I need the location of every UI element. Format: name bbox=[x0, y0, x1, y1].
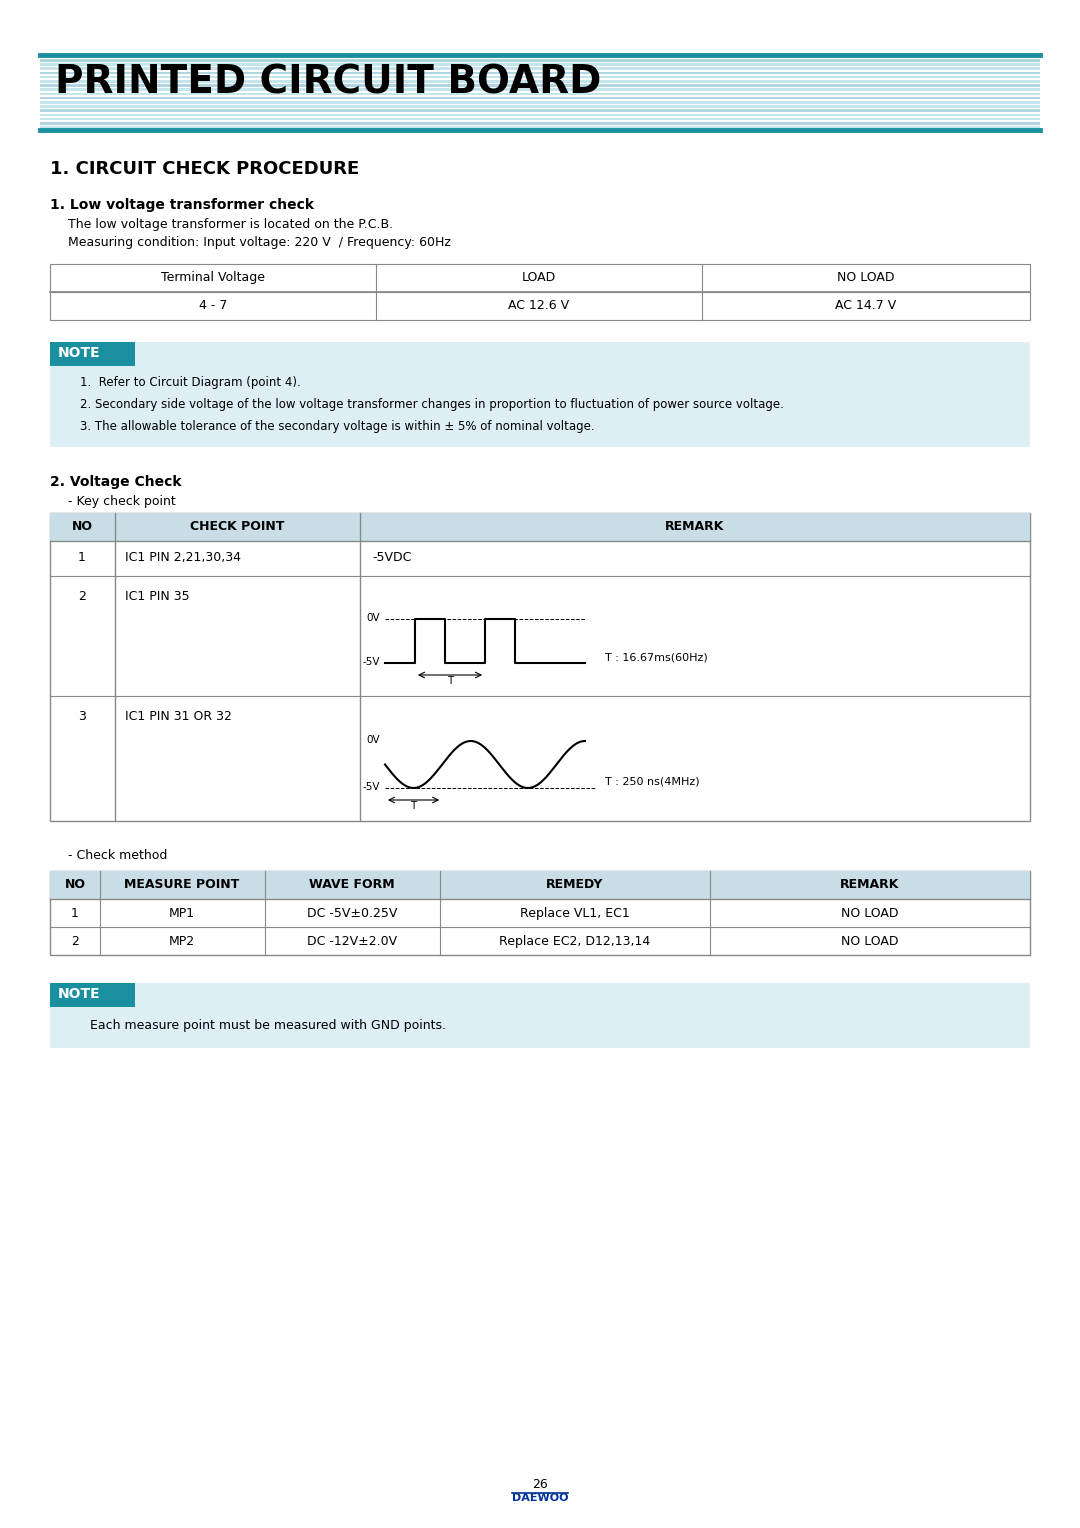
Text: NO LOAD: NO LOAD bbox=[841, 935, 899, 947]
Bar bbox=[50, 342, 1030, 448]
Bar bbox=[50, 513, 1030, 541]
Bar bbox=[50, 983, 1030, 1048]
Text: 1: 1 bbox=[71, 908, 79, 920]
Text: NO LOAD: NO LOAD bbox=[837, 270, 894, 284]
Text: WAVE FORM: WAVE FORM bbox=[309, 879, 395, 891]
Bar bbox=[40, 93, 1040, 95]
Text: 1. CIRCUIT CHECK PROCEDURE: 1. CIRCUIT CHECK PROCEDURE bbox=[50, 160, 360, 177]
Text: DAEWOO: DAEWOO bbox=[512, 1493, 568, 1504]
Bar bbox=[50, 871, 1030, 955]
Text: CHECK POINT: CHECK POINT bbox=[190, 520, 284, 533]
Text: Replace EC2, D12,13,14: Replace EC2, D12,13,14 bbox=[499, 935, 650, 947]
Text: NO: NO bbox=[65, 879, 85, 891]
Bar bbox=[40, 84, 1040, 87]
Text: 2: 2 bbox=[78, 590, 86, 604]
Text: -5VDC: -5VDC bbox=[372, 552, 411, 564]
Bar bbox=[40, 101, 1040, 104]
Bar bbox=[40, 96, 1040, 99]
Text: NO LOAD: NO LOAD bbox=[841, 908, 899, 920]
Text: IC1 PIN 2,21,30,34: IC1 PIN 2,21,30,34 bbox=[125, 552, 241, 564]
Bar bbox=[50, 983, 135, 1007]
Bar bbox=[50, 342, 135, 367]
Text: -5V: -5V bbox=[363, 657, 380, 668]
Bar bbox=[50, 292, 1030, 319]
Bar bbox=[40, 60, 1040, 61]
Bar bbox=[40, 127, 1040, 128]
Text: Replace VL1, EC1: Replace VL1, EC1 bbox=[521, 908, 630, 920]
Text: PRINTED CIRCUIT BOARD: PRINTED CIRCUIT BOARD bbox=[55, 63, 602, 101]
Bar bbox=[40, 113, 1040, 116]
Text: MEASURE POINT: MEASURE POINT bbox=[124, 879, 240, 891]
Text: Terminal Voltage: Terminal Voltage bbox=[161, 270, 265, 284]
Text: 2. Secondary side voltage of the low voltage transformer changes in proportion t: 2. Secondary side voltage of the low vol… bbox=[80, 397, 784, 411]
Text: REMARK: REMARK bbox=[840, 879, 900, 891]
Text: 3. The allowable tolerance of the secondary voltage is within ± 5% of nominal vo: 3. The allowable tolerance of the second… bbox=[80, 420, 595, 432]
Text: 1: 1 bbox=[78, 552, 86, 564]
Text: LOAD: LOAD bbox=[522, 270, 556, 284]
Text: - Key check point: - Key check point bbox=[68, 495, 176, 507]
Bar bbox=[40, 89, 1040, 90]
Bar bbox=[50, 513, 1030, 821]
Text: 2: 2 bbox=[71, 935, 79, 947]
Bar bbox=[50, 871, 1030, 898]
Text: T: T bbox=[447, 675, 454, 686]
Text: AC 12.6 V: AC 12.6 V bbox=[509, 299, 569, 312]
Text: AC 14.7 V: AC 14.7 V bbox=[835, 299, 896, 312]
Text: The low voltage transformer is located on the P.C.B.: The low voltage transformer is located o… bbox=[68, 219, 393, 231]
Text: T: T bbox=[410, 801, 417, 811]
Text: MP1: MP1 bbox=[168, 908, 195, 920]
Text: REMEDY: REMEDY bbox=[546, 879, 604, 891]
Text: T : 16.67ms(60Hz): T : 16.67ms(60Hz) bbox=[605, 652, 707, 662]
Text: 1. Low voltage transformer check: 1. Low voltage transformer check bbox=[50, 199, 314, 212]
Text: 0V: 0V bbox=[366, 735, 380, 746]
Bar bbox=[40, 118, 1040, 121]
Text: Each measure point must be measured with GND points.: Each measure point must be measured with… bbox=[90, 1019, 446, 1031]
Bar bbox=[40, 72, 1040, 73]
Bar bbox=[40, 76, 1040, 78]
Text: MP2: MP2 bbox=[168, 935, 195, 947]
Text: Measuring condition: Input voltage: 220 V  / Frequency: 60Hz: Measuring condition: Input voltage: 220 … bbox=[68, 235, 450, 249]
Text: NO: NO bbox=[71, 520, 93, 533]
Text: -5V: -5V bbox=[363, 782, 380, 792]
Text: DC -5V±0.25V: DC -5V±0.25V bbox=[307, 908, 397, 920]
Text: NOTE: NOTE bbox=[58, 345, 100, 361]
Bar bbox=[40, 110, 1040, 112]
Text: 1.  Refer to Circuit Diagram (point 4).: 1. Refer to Circuit Diagram (point 4). bbox=[80, 376, 300, 390]
Bar bbox=[40, 79, 1040, 83]
Text: DC -12V±2.0V: DC -12V±2.0V bbox=[307, 935, 397, 947]
Text: 2. Voltage Check: 2. Voltage Check bbox=[50, 475, 181, 489]
Bar bbox=[40, 105, 1040, 107]
Text: T : 250 ns(4MHz): T : 250 ns(4MHz) bbox=[605, 778, 700, 787]
Bar bbox=[40, 122, 1040, 124]
Text: 3: 3 bbox=[78, 711, 86, 723]
Text: REMARK: REMARK bbox=[665, 520, 725, 533]
Text: IC1 PIN 31 OR 32: IC1 PIN 31 OR 32 bbox=[125, 711, 232, 723]
Text: 0V: 0V bbox=[366, 613, 380, 623]
Text: 4 - 7: 4 - 7 bbox=[199, 299, 227, 312]
Text: - Check method: - Check method bbox=[68, 850, 167, 862]
Bar bbox=[40, 63, 1040, 66]
Text: NOTE: NOTE bbox=[58, 987, 100, 1001]
Text: 26: 26 bbox=[532, 1478, 548, 1491]
Bar bbox=[40, 67, 1040, 70]
Text: IC1 PIN 35: IC1 PIN 35 bbox=[125, 590, 190, 604]
Bar bbox=[50, 264, 1030, 292]
